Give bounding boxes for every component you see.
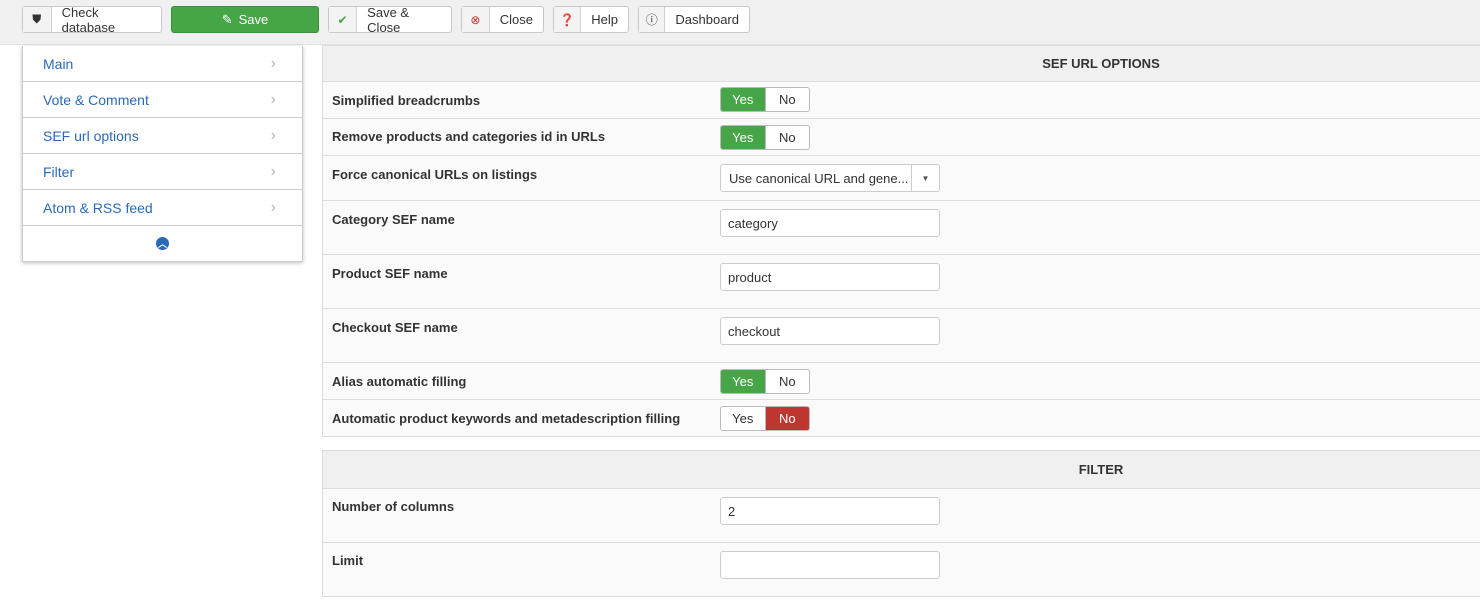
force-canonical-select[interactable]: Use canonical URL and gene... ▼ — [720, 164, 940, 192]
force-canonical-row: Force canonical URLs on listings Use can… — [323, 156, 1480, 201]
chevron-up-circle-icon: ︿ — [156, 237, 169, 250]
collapse-button[interactable]: ︿ — [23, 226, 302, 261]
section-header: SEF URL OPTIONS — [323, 45, 1480, 82]
yes-option[interactable]: Yes — [721, 126, 766, 149]
category-sef-input[interactable] — [720, 209, 940, 237]
remove-ids-toggle[interactable]: Yes No — [720, 125, 810, 150]
save-button[interactable]: ✎ Save — [171, 6, 319, 33]
columns-row: Number of columns — [323, 489, 1480, 543]
toolbar: ⛊ Check database ✎ Save ✔ Save & Close ⊗ Clo… — [0, 0, 1480, 45]
simplified-breadcrumbs-row: Simplified breadcrumbs Yes No — [323, 82, 1480, 119]
section-header: FILTER — [323, 450, 1480, 489]
remove-ids-row: Remove products and categories id in URL… — [323, 119, 1480, 156]
help-button[interactable]: ❓ Help — [553, 6, 629, 33]
limit-input[interactable] — [720, 551, 940, 579]
chevron-right-icon: › — [270, 198, 276, 216]
chevron-right-icon: › — [270, 90, 276, 108]
no-option[interactable]: No — [778, 130, 796, 145]
sidebar-nav: Main › Vote & Comment › SEF url options › F… — [22, 46, 303, 262]
product-sef-row: Product SEF name — [323, 255, 1480, 309]
category-sef-row: Category SEF name — [323, 201, 1480, 255]
filter-panel: FILTER Number of columns Limit — [322, 450, 1480, 597]
chevron-right-icon: › — [270, 54, 276, 72]
save-close-button[interactable]: ✔ Save & Close — [328, 5, 452, 35]
checkout-sef-row: Checkout SEF name — [323, 309, 1480, 363]
checkout-sef-input[interactable] — [720, 317, 940, 345]
chevron-right-icon: › — [270, 162, 276, 180]
question-icon: ❓ — [554, 7, 582, 32]
no-option[interactable]: No — [778, 374, 796, 389]
sef-url-options-panel: SEF URL OPTIONS Simplified breadcrumbs Y… — [322, 45, 1480, 437]
check-database-button[interactable]: ⛊ Check database — [22, 5, 162, 35]
sidebar-item-vote-comment[interactable]: Vote & Comment › — [23, 82, 302, 118]
caret-down-icon: ▼ — [911, 165, 939, 191]
product-sef-input[interactable] — [720, 263, 940, 291]
close-button[interactable]: ⊗ Close — [461, 6, 544, 33]
columns-input[interactable] — [720, 497, 940, 525]
shield-icon: ⛊ — [23, 7, 52, 32]
dashboard-button[interactable]: ⓘ Dashboard — [638, 6, 750, 33]
yes-option[interactable]: Yes — [721, 370, 766, 393]
sidebar-item-sef-url-options[interactable]: SEF url options › — [23, 118, 302, 154]
info-icon: ⓘ — [639, 7, 666, 32]
no-option[interactable]: No — [778, 92, 796, 107]
chevron-right-icon: › — [270, 126, 276, 144]
edit-icon: ✎ — [221, 11, 233, 27]
limit-row: Limit — [323, 543, 1480, 597]
sidebar-item-filter[interactable]: Filter › — [23, 154, 302, 190]
yes-option[interactable]: Yes — [721, 407, 766, 430]
keywords-filling-toggle[interactable]: Yes No — [720, 406, 810, 431]
close-icon: ⊗ — [462, 7, 490, 32]
alias-filling-row: Alias automatic filling Yes No — [323, 363, 1480, 400]
alias-filling-toggle[interactable]: Yes No — [720, 369, 810, 394]
yes-option[interactable]: Yes — [721, 88, 766, 111]
sidebar-item-main[interactable]: Main › — [23, 46, 302, 82]
check-icon: ✔ — [329, 7, 358, 32]
keywords-filling-row: Automatic product keywords and metadescr… — [323, 400, 1480, 437]
simplified-breadcrumbs-toggle[interactable]: Yes No — [720, 87, 810, 112]
sidebar-item-atom-rss[interactable]: Atom & RSS feed › — [23, 190, 302, 226]
no-option[interactable]: No — [765, 407, 809, 430]
